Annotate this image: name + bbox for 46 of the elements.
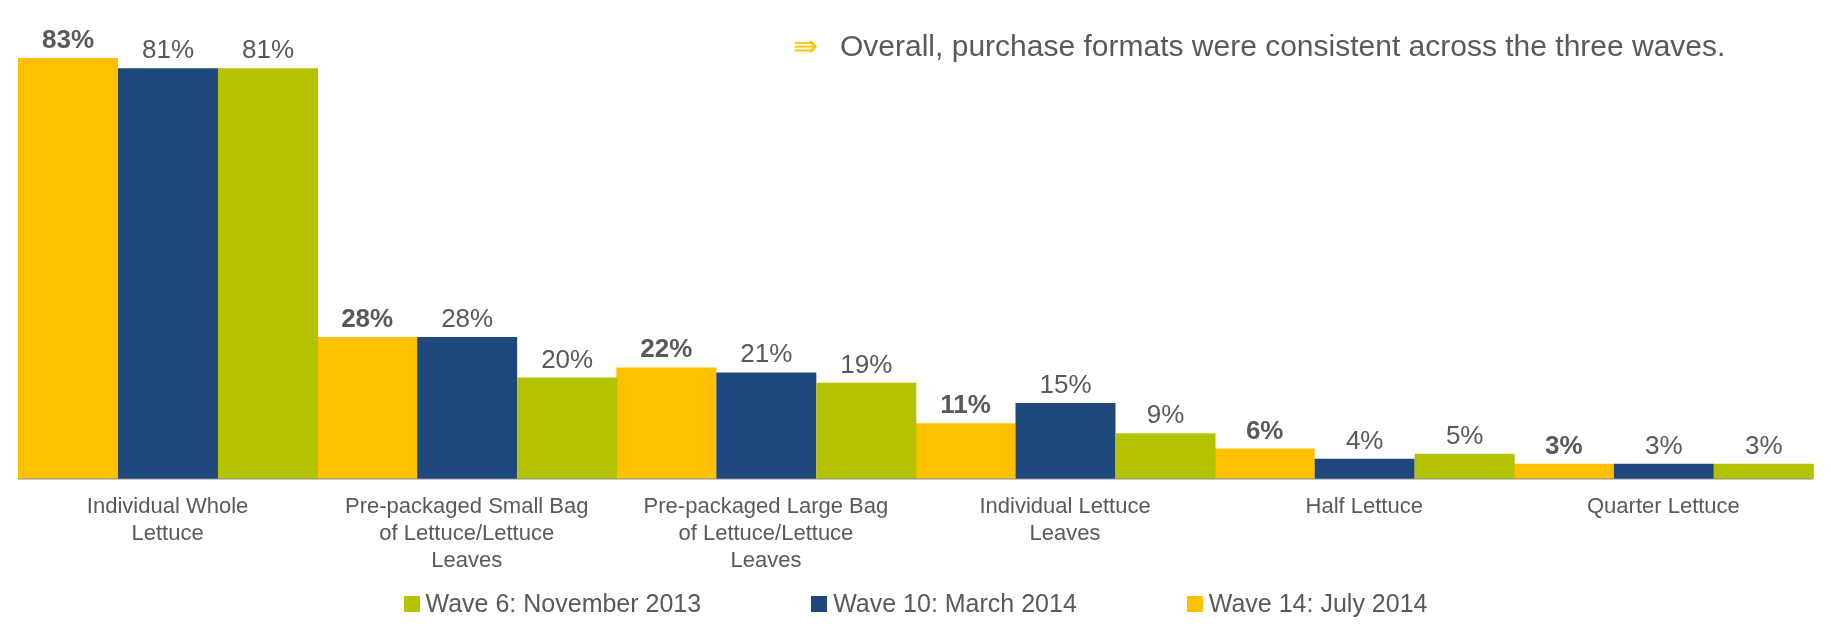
x-tick-label: Pre-packaged Small Bag of Lettuce/Lettuce Leaves [345,493,589,572]
bar [1713,463,1814,479]
data-label: 81% [241,34,295,65]
data-label: 20% [541,343,594,374]
data-label: 9% [1146,399,1185,430]
bar [1214,448,1315,479]
data-label: 11% [940,389,991,420]
bar [417,336,518,479]
data-label: 4% [1345,424,1384,455]
data-label: 3% [1545,429,1583,460]
bar [616,367,717,479]
bar [816,382,917,479]
bar [1513,463,1614,479]
x-tick-label: Half Lettuce [1305,493,1423,518]
x-tick-label: Individual Lettuce Leaves [979,493,1151,545]
legend-label: Wave 14: July 2014 [1208,589,1428,618]
bar [317,336,418,479]
data-label: 22% [640,333,693,364]
annotation: ⇛ Overall, purchase formats were consistent across the three waves. [793,29,1726,62]
data-label: 28% [341,302,394,333]
bar [1314,458,1415,479]
bar [716,372,817,479]
data-label: 15% [1039,368,1092,399]
x-tick-label: Individual Whole Lettuce [86,493,249,545]
bar [1115,433,1216,479]
data-label: 19% [840,348,893,379]
bar [1414,453,1515,479]
legend-label: Wave 10: March 2014 [833,589,1077,618]
data-label: 3% [1645,429,1683,460]
x-tick-label: Quarter Lettuce [1586,493,1740,518]
bar [1015,402,1116,479]
legend-label: Wave 6: November 2013 [425,589,702,618]
bar [517,377,618,479]
data-label: 83% [41,24,95,54]
data-label: 5% [1445,419,1484,450]
data-label: 28% [441,302,494,333]
data-label: 21% [740,338,793,369]
bar [118,68,218,479]
data-label: 3% [1745,429,1783,460]
data-label: 6% [1245,414,1284,445]
data-label: 81% [141,34,195,65]
bar [1613,463,1714,479]
bar [18,58,118,479]
x-tick-label: Pre-packaged Large Bag of Lettuce/Lettuce Leaves [643,493,889,572]
bar [218,68,318,479]
bar [915,423,1016,479]
